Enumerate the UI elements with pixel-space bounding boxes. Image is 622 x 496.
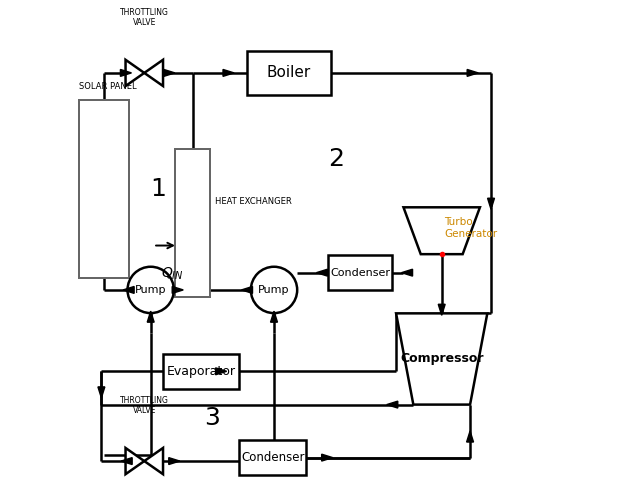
Text: THROTTLING
VALVE: THROTTLING VALVE (120, 396, 169, 415)
Text: 1: 1 (150, 177, 166, 201)
Text: Pump: Pump (258, 285, 290, 295)
Polygon shape (466, 431, 473, 442)
Polygon shape (402, 269, 412, 276)
Text: $Q_{IN}$: $Q_{IN}$ (162, 265, 184, 282)
Polygon shape (121, 69, 131, 76)
Polygon shape (317, 269, 327, 276)
Polygon shape (271, 311, 277, 322)
Text: Condenser: Condenser (330, 268, 391, 278)
Polygon shape (439, 304, 445, 315)
Polygon shape (223, 69, 234, 76)
Polygon shape (467, 69, 478, 76)
Text: Pump: Pump (135, 285, 167, 295)
Text: Boiler: Boiler (267, 65, 311, 80)
FancyBboxPatch shape (328, 255, 392, 290)
Text: THROTTLING
VALVE: THROTTLING VALVE (120, 7, 169, 27)
Polygon shape (164, 69, 175, 76)
Text: Turbo
Generator: Turbo Generator (444, 217, 498, 239)
FancyBboxPatch shape (239, 440, 306, 475)
Polygon shape (172, 287, 183, 293)
FancyBboxPatch shape (247, 51, 331, 95)
Text: 2: 2 (328, 147, 344, 171)
Polygon shape (147, 311, 154, 322)
Text: HEAT EXCHANGER: HEAT EXCHANGER (215, 196, 292, 206)
Text: Evaporator: Evaporator (167, 365, 236, 378)
Text: Condenser: Condenser (241, 451, 305, 464)
Text: 3: 3 (205, 406, 220, 430)
Polygon shape (144, 448, 163, 474)
Polygon shape (144, 60, 163, 86)
Polygon shape (322, 454, 333, 461)
FancyBboxPatch shape (175, 149, 210, 297)
Circle shape (128, 267, 174, 313)
FancyBboxPatch shape (79, 100, 129, 278)
Polygon shape (216, 368, 226, 375)
Text: Compressor: Compressor (400, 353, 483, 366)
Polygon shape (241, 287, 253, 293)
Polygon shape (169, 458, 180, 465)
Polygon shape (123, 287, 134, 293)
Polygon shape (396, 313, 487, 405)
Circle shape (251, 267, 297, 313)
FancyBboxPatch shape (163, 354, 239, 388)
Polygon shape (121, 458, 132, 465)
Text: SOLAR PANEL: SOLAR PANEL (79, 82, 137, 91)
Polygon shape (488, 198, 494, 209)
Polygon shape (387, 401, 397, 408)
Polygon shape (404, 207, 480, 254)
Polygon shape (126, 448, 144, 474)
Polygon shape (98, 387, 105, 398)
Polygon shape (126, 60, 144, 86)
